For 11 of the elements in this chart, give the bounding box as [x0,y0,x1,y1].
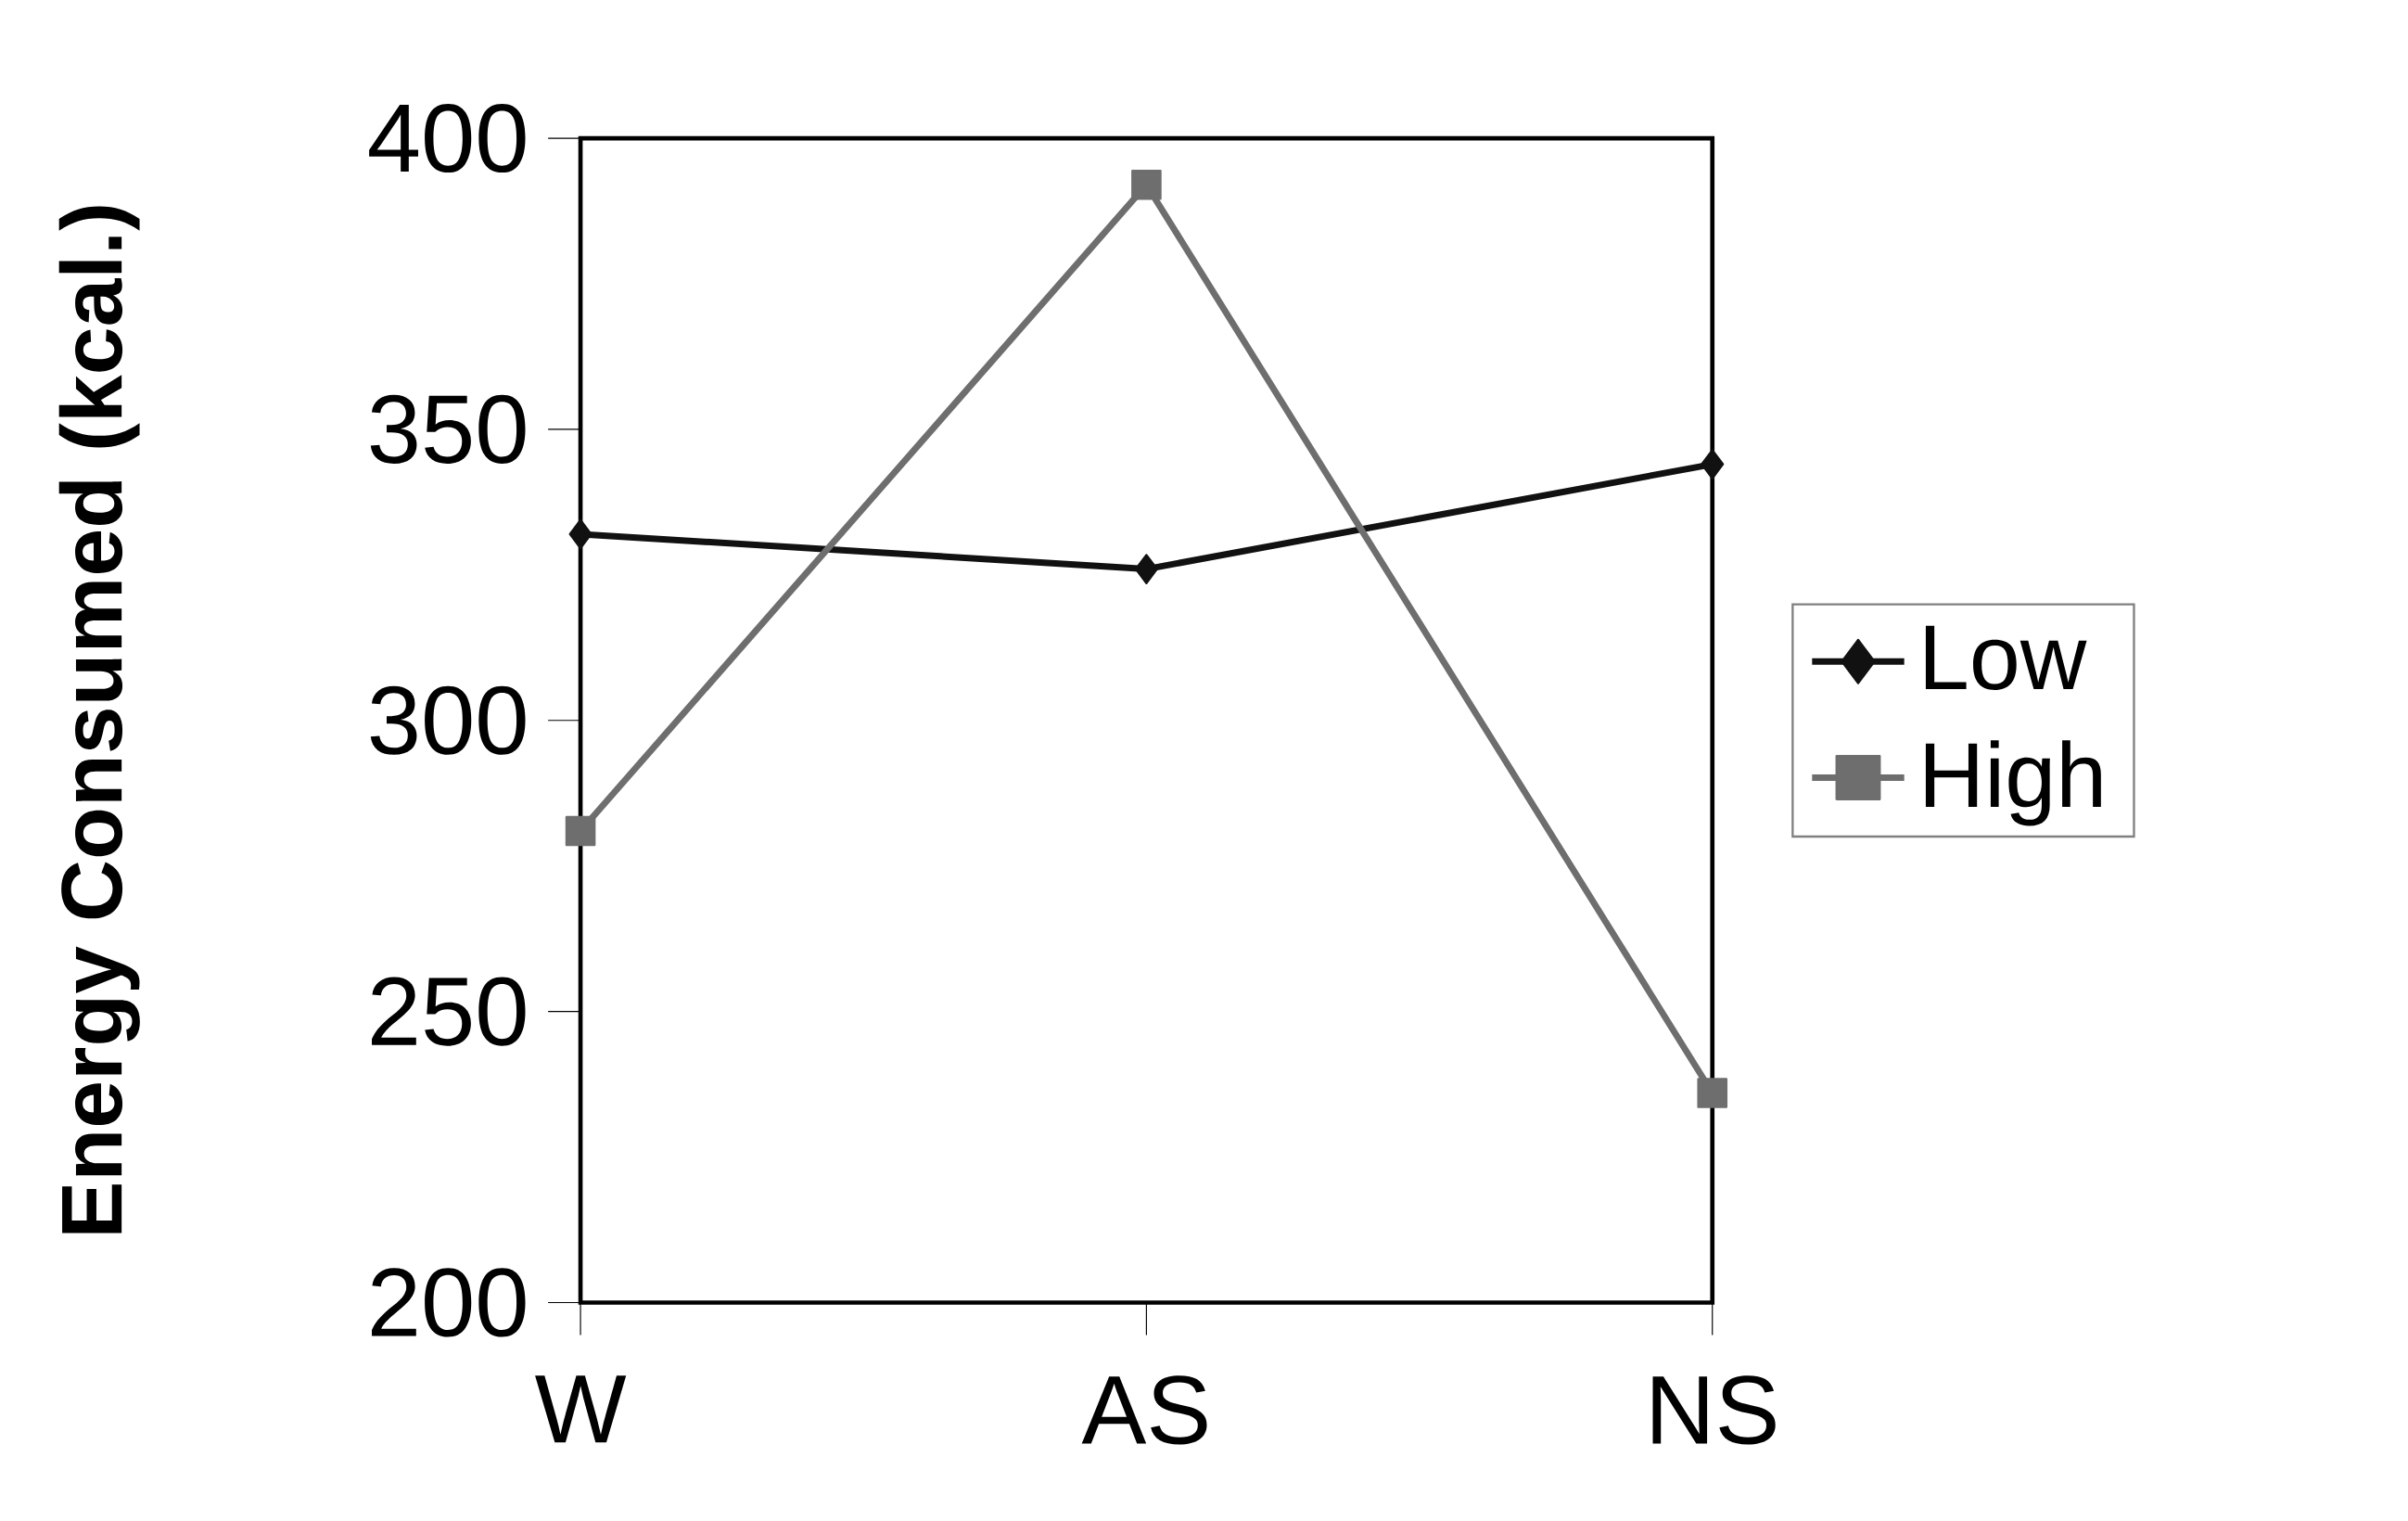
legend-label: High [1925,740,2101,826]
y-axis-title: Energy Consumed (kcal.) [58,206,140,1233]
y-tick-label: 200 [372,1268,526,1337]
y-tick-label: 250 [372,977,526,1046]
y-tick-label: 400 [369,104,526,173]
x-tick-label: AS [1081,1375,1207,1445]
y-tick-label: 300 [370,685,526,755]
x-tick-label: W [535,1375,627,1443]
legend-label: Low [1925,626,2087,691]
y-tick-label: 350 [370,394,526,465]
x-tick-label: NS [1652,1375,1776,1445]
